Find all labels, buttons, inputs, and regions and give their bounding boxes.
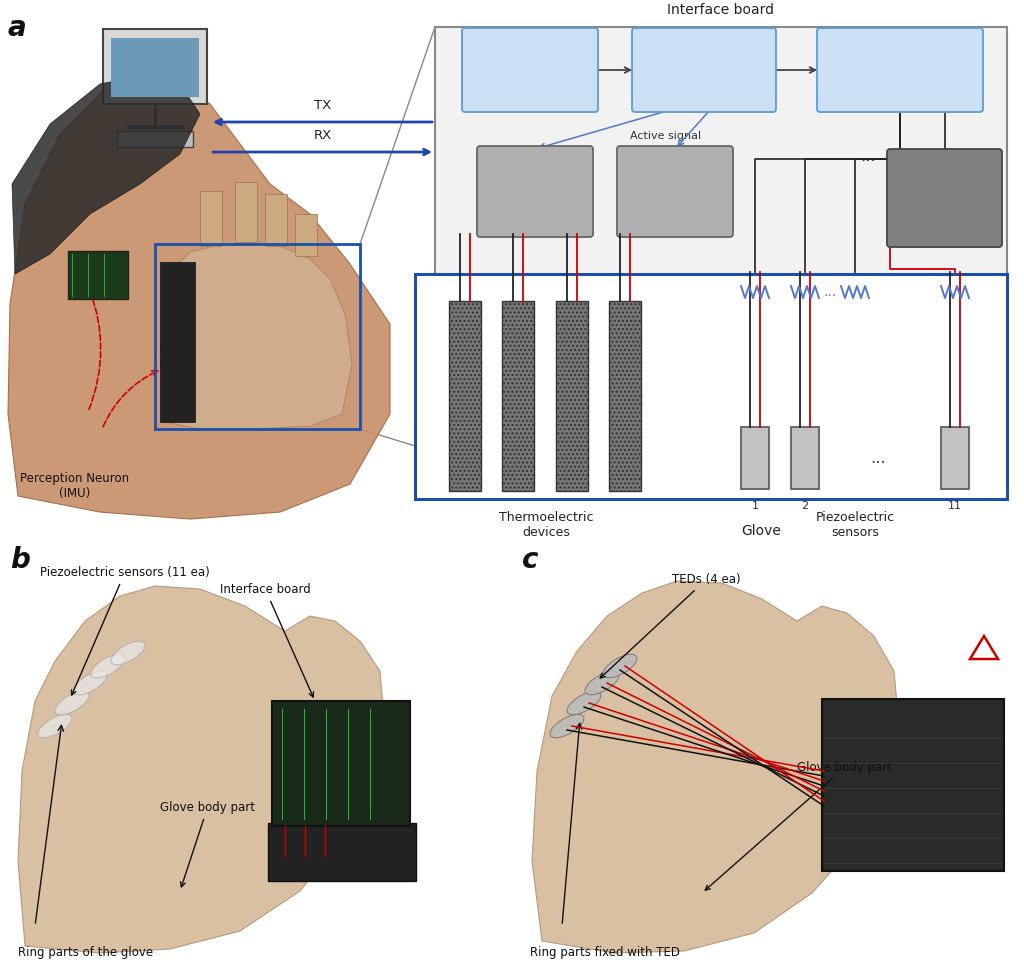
Text: Ring parts of the glove: Ring parts of the glove [18,946,154,959]
Ellipse shape [603,654,637,678]
Text: Glove body part: Glove body part [706,761,892,890]
Text: PC: PC [146,34,164,48]
Text: TED
driver: TED driver [514,178,556,206]
Bar [160,262,195,422]
Bar [111,38,199,97]
Text: b: b [10,546,30,574]
Text: Regulator
(2.5V): Regulator (2.5V) [913,187,975,209]
Text: c: c [522,546,539,574]
Polygon shape [8,74,390,519]
Bar [265,194,287,246]
Ellipse shape [567,691,601,715]
FancyBboxPatch shape [817,28,983,112]
Bar [609,301,641,491]
Text: TX: TX [314,99,331,112]
Text: Glove body part: Glove body part [160,801,255,887]
Bar [68,251,128,299]
Bar [234,182,257,242]
Text: 11: 11 [948,501,962,511]
Bar [741,427,769,489]
Text: Ring parts fixed with TED: Ring parts fixed with TED [530,946,680,959]
Ellipse shape [38,715,72,738]
Text: Piezoelectric sensors (11 ea): Piezoelectric sensors (11 ea) [40,566,210,695]
Bar [435,27,1007,452]
Text: RX: RX [313,129,332,142]
Text: Micro-
controller: Micro- controller [674,56,734,84]
Bar [268,823,416,881]
Ellipse shape [73,671,106,695]
Polygon shape [12,74,200,274]
Text: Thermoelectric
devices: Thermoelectric devices [499,511,593,539]
Bar [155,244,360,429]
Bar [449,301,481,491]
Ellipse shape [55,691,89,715]
Text: ...: ... [870,449,886,467]
FancyBboxPatch shape [617,146,733,237]
Bar [117,131,193,147]
Text: Active signal: Active signal [630,131,701,141]
Text: 2: 2 [802,501,809,511]
Text: Interface board: Interface board [220,583,313,697]
Bar [941,427,969,489]
Text: TEDs (4 ea): TEDs (4 ea) [600,573,740,678]
Text: Piezoelectric
sensors: Piezoelectric sensors [815,511,895,539]
Bar [272,701,410,826]
Text: a: a [8,14,27,42]
Polygon shape [18,586,385,953]
Text: ...: ... [860,147,876,165]
Bar [791,427,819,489]
Bar [103,29,207,104]
Ellipse shape [111,641,145,665]
FancyBboxPatch shape [477,146,593,237]
Text: MUX: MUX [886,63,914,77]
Bar [295,214,317,256]
Polygon shape [532,581,900,953]
Bar [415,274,1007,499]
Ellipse shape [91,654,125,678]
FancyBboxPatch shape [887,149,1002,247]
Text: TED
driver: TED driver [654,178,696,206]
Text: Interface board: Interface board [668,3,774,17]
FancyBboxPatch shape [632,28,776,112]
FancyBboxPatch shape [462,28,598,112]
Bar [502,301,534,491]
Text: ...: ... [823,285,837,299]
Polygon shape [160,242,352,429]
Text: 1: 1 [752,501,759,511]
Text: Bluetooth: Bluetooth [500,63,560,77]
Bar [200,191,222,246]
Text: Perception Neuron
(IMU): Perception Neuron (IMU) [20,472,130,500]
Text: Glove: Glove [741,524,781,538]
Bar [822,699,1004,871]
Ellipse shape [550,715,584,738]
Ellipse shape [585,671,618,695]
Bar [556,301,588,491]
